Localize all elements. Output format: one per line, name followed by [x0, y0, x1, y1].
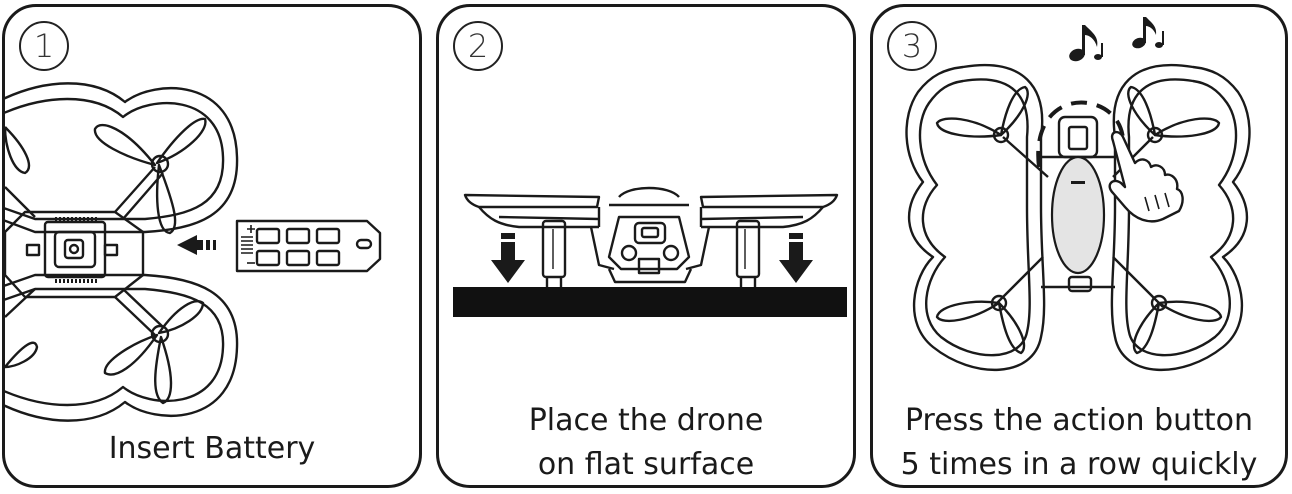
step-3-caption-line-2: 5 times in a row quickly — [900, 447, 1258, 482]
step-3-panel: 3 — [870, 4, 1288, 488]
step-1-caption-line-1: Insert Battery — [108, 431, 316, 466]
step-1-panel: 1 — [2, 4, 422, 488]
step-2-panel: 2 — [436, 4, 856, 488]
step-number-2: 2 — [453, 21, 503, 71]
step-3-caption: Press the action button 5 times in a row… — [873, 399, 1285, 485]
flat-surface — [453, 287, 847, 317]
insert-battery-illustration — [5, 82, 382, 422]
flat-surface-illustration — [453, 186, 847, 317]
step-2-caption-line-2: on flat surface — [537, 447, 755, 482]
music-note-icon — [1069, 17, 1164, 62]
step-1-caption: Insert Battery — [5, 427, 419, 471]
step-2-caption-line-1: Place the drone — [528, 403, 764, 438]
action-button-illustration — [905, 17, 1251, 372]
step-number-1: 1 — [19, 21, 69, 71]
step-2-caption: Place the drone on flat surface — [439, 399, 853, 485]
action-button — [1050, 155, 1106, 275]
step-number-3: 3 — [887, 21, 937, 71]
step-3-caption-line-1: Press the action button — [904, 403, 1254, 438]
